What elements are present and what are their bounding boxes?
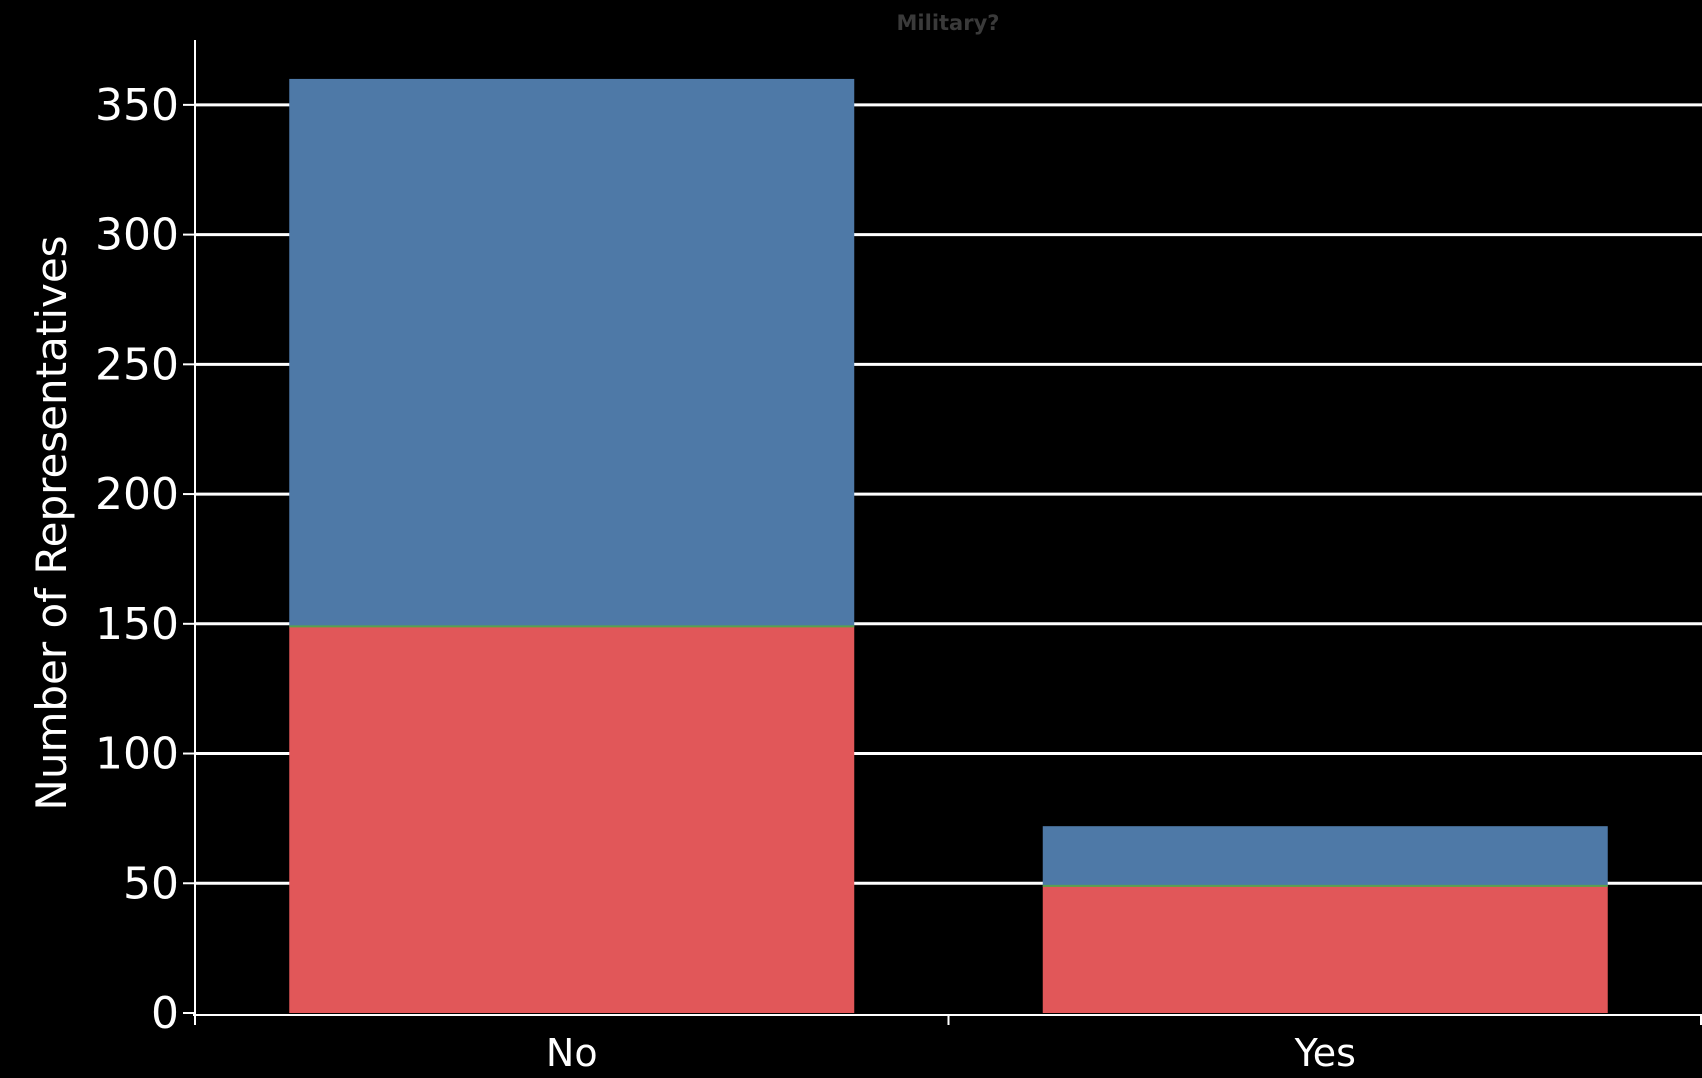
- chart-title: Military?: [897, 11, 1000, 35]
- bar-no-segment-1[interactable]: [289, 78, 855, 627]
- y-tick-label-100: 100: [95, 729, 179, 780]
- bars: [289, 78, 1608, 1013]
- y-tick-label-200: 200: [95, 469, 179, 520]
- y-tick-label-300: 300: [95, 210, 179, 261]
- y-tick-label-150: 150: [95, 599, 179, 650]
- labels: 0 50 100 150 200 250 300 350 No Yes: [95, 80, 1356, 1075]
- bar-yes-segment-0[interactable]: [1042, 885, 1608, 1013]
- y-tick-label-0: 0: [151, 988, 179, 1039]
- y-tick-label-50: 50: [123, 858, 179, 909]
- x-category-label-no: No: [546, 1031, 598, 1075]
- axes: [183, 40, 1702, 1025]
- y-axis-title: Number of Representatives: [27, 235, 76, 810]
- bar-yes-segment-1[interactable]: [1042, 826, 1608, 886]
- bar-no-segment-0[interactable]: [289, 626, 855, 1013]
- y-tick-label-250: 250: [95, 339, 179, 390]
- y-tick-label-350: 350: [95, 80, 179, 131]
- x-category-label-yes: Yes: [1294, 1031, 1356, 1075]
